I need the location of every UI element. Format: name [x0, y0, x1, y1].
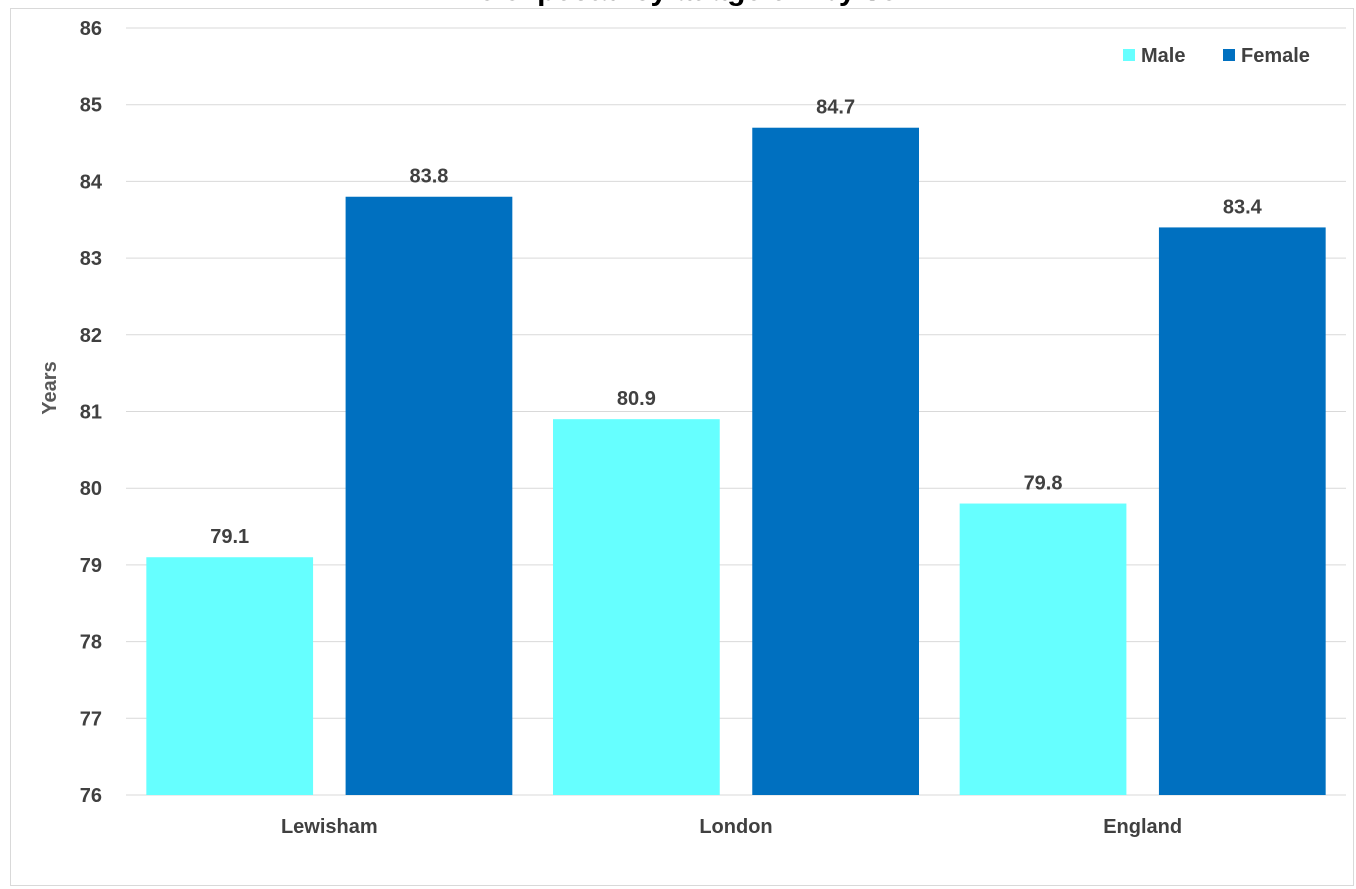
data-label: 80.9 [617, 388, 656, 410]
data-label: 83.4 [1223, 196, 1263, 218]
y-tick-label: 81 [80, 402, 102, 424]
x-axis-ticks: Lewisham London England [281, 816, 1182, 838]
y-tick-label: 80 [80, 478, 102, 500]
y-tick-label: 78 [80, 632, 102, 654]
y-axis-ticks: 76 77 78 79 80 81 82 83 84 85 86 [80, 18, 103, 807]
y-tick-label: 86 [80, 18, 102, 40]
legend-swatch [1123, 49, 1135, 61]
data-labels: 79.1 83.8 80.9 84.7 79.8 83.4 [210, 97, 1262, 549]
y-tick-label: 77 [80, 708, 102, 730]
y-tick-label: 83 [80, 248, 102, 270]
y-tick-label: 76 [80, 785, 102, 807]
y-tick-label: 79 [80, 555, 102, 577]
y-axis-title: Years [39, 361, 61, 414]
x-tick-label: Lewisham [281, 816, 378, 838]
legend-swatch [1223, 49, 1235, 61]
chart-title: Life expectancy at age 0 – by sex [0, 0, 1356, 8]
bar-male-lewisham [146, 557, 314, 795]
data-label: 79.8 [1024, 473, 1063, 495]
bar-female-england [1158, 227, 1326, 796]
bar-female-lewisham [345, 196, 513, 796]
y-tick-label: 84 [80, 171, 103, 193]
y-tick-label: 85 [80, 95, 102, 117]
data-label: 84.7 [816, 97, 855, 119]
y-tick-label: 82 [80, 325, 102, 347]
x-tick-label: London [699, 816, 772, 838]
data-label: 79.1 [210, 526, 249, 548]
bar-female-london [752, 127, 919, 795]
bar-male-london [553, 419, 720, 795]
legend-item-male: Male [1123, 45, 1185, 67]
legend: Male Female [1123, 45, 1310, 67]
x-tick-label: England [1103, 816, 1182, 838]
data-label: 83.8 [409, 166, 448, 188]
legend-label: Female [1241, 45, 1310, 67]
legend-item-female: Female [1223, 45, 1310, 67]
bar-male-england [959, 503, 1127, 795]
bars [146, 127, 1326, 796]
gridlines [126, 27, 1346, 796]
legend-label: Male [1141, 45, 1185, 67]
